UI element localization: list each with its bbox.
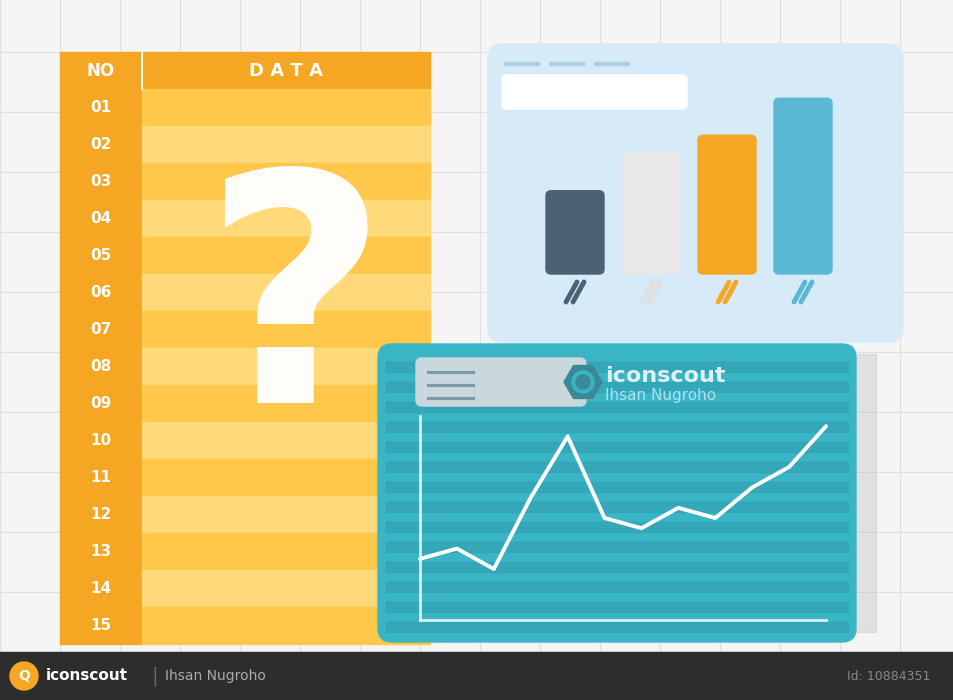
FancyBboxPatch shape [501,75,686,109]
Text: 02: 02 [91,137,112,152]
Bar [142,496,430,533]
Text: Ihsan Nugroho: Ihsan Nugroho [165,669,266,683]
Text: 04: 04 [91,211,112,226]
Text: 13: 13 [91,544,112,559]
Bar [142,570,430,607]
Circle shape [576,375,589,389]
Bar [60,533,142,570]
FancyBboxPatch shape [545,190,603,274]
Bar [386,582,847,592]
Bar [0,652,953,700]
Bar [60,459,142,496]
Bar [60,163,142,200]
FancyBboxPatch shape [698,135,755,274]
Polygon shape [563,365,601,398]
Bar [60,311,142,348]
Text: Q: Q [18,669,30,683]
Text: |: | [152,666,158,686]
Bar [60,126,142,163]
Text: Ihsan Nugroho: Ihsan Nugroho [604,389,716,403]
FancyBboxPatch shape [488,44,902,342]
Bar [386,442,847,452]
Bar [142,607,430,644]
Bar [60,237,142,274]
Bar [795,354,875,632]
Bar [386,562,847,572]
Bar [142,89,430,126]
Text: 11: 11 [91,470,112,485]
Bar [60,422,142,459]
Text: 03: 03 [91,174,112,189]
Text: 15: 15 [91,618,112,633]
FancyBboxPatch shape [377,344,855,642]
Bar [386,522,847,532]
Bar [60,570,142,607]
FancyBboxPatch shape [416,358,585,406]
Text: NO: NO [87,62,115,80]
Bar [142,533,430,570]
Bar [142,311,430,348]
Bar [386,482,847,492]
Bar [142,163,430,200]
Bar [60,274,142,311]
Text: 10: 10 [91,433,112,448]
Bar [142,422,430,459]
Bar [142,200,430,237]
FancyBboxPatch shape [773,98,831,274]
Bar [60,496,142,533]
Bar [386,622,847,632]
Bar [386,422,847,432]
Bar [142,459,430,496]
Bar [386,362,847,372]
Text: 01: 01 [91,100,112,115]
Text: 12: 12 [91,507,112,522]
Bar [60,89,142,126]
Bar [60,607,142,644]
Bar [142,385,430,422]
Circle shape [10,662,38,690]
Text: 08: 08 [91,359,112,374]
Text: 09: 09 [91,396,112,411]
Bar [142,274,430,311]
Circle shape [572,371,594,393]
Text: Id: 10884351: Id: 10884351 [845,669,929,682]
Bar [386,602,847,612]
Bar [386,542,847,552]
Text: 07: 07 [91,322,112,337]
Bar [60,385,142,422]
FancyBboxPatch shape [621,154,679,274]
Bar [386,462,847,472]
Bar [386,402,847,412]
Text: 14: 14 [91,581,112,596]
Bar [142,126,430,163]
Bar [386,382,847,392]
Text: iconscout: iconscout [46,668,128,683]
Bar [60,348,142,385]
Bar [142,237,430,274]
Text: ?: ? [202,160,387,470]
Bar [142,348,430,385]
Bar [60,52,430,89]
Text: 05: 05 [91,248,112,263]
Bar [386,502,847,512]
Bar [60,200,142,237]
Text: iconscout: iconscout [604,366,724,386]
Text: D A T A: D A T A [249,62,323,80]
Text: 06: 06 [91,285,112,300]
